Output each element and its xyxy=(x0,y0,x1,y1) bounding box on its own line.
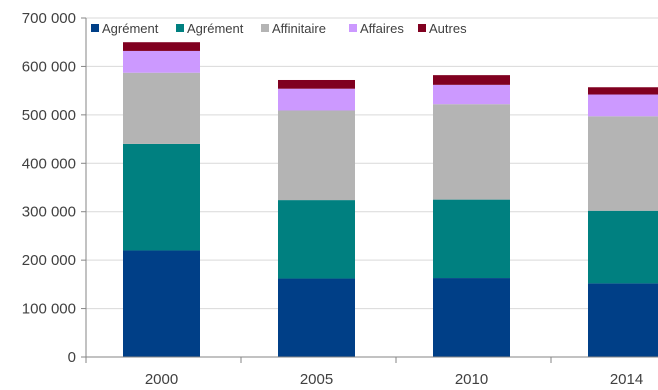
bar-segment-2010-4 xyxy=(433,75,510,85)
y-axis-ticks: 0 100 000 200 000 300 000 400 000 500 000 600 … xyxy=(22,10,86,366)
legend-swatch xyxy=(261,24,269,32)
y-tick-label: 600 000 xyxy=(22,58,76,75)
y-tick-label: 300 000 xyxy=(22,204,76,221)
y-tick-label: 500 000 xyxy=(22,107,76,124)
y-tick-label: 100 000 xyxy=(22,301,76,318)
legend: Agrément Agrément Affinitaire Affaires Autre… xyxy=(91,21,467,36)
legend-label: Autres xyxy=(429,21,467,36)
x-tick-label: 2000 xyxy=(145,371,178,388)
y-tick-label: 400 000 xyxy=(22,155,76,172)
bar-segment-2010-3 xyxy=(433,84,510,105)
y-tick-label: 200 000 xyxy=(22,252,76,269)
bar-segment-2005-1 xyxy=(278,200,355,279)
x-axis: 2000 2005 2010 2014 xyxy=(85,18,658,388)
bar-segment-2000-1 xyxy=(123,143,200,251)
bar-segment-2005-4 xyxy=(278,79,355,89)
bar-segment-2000-0 xyxy=(123,250,200,357)
legend-swatch xyxy=(176,24,184,32)
bar-segment-2005-0 xyxy=(278,278,355,357)
legend-label: Agrément xyxy=(187,21,244,36)
x-tick-label: 2010 xyxy=(455,371,488,388)
x-tick-label: 2014 xyxy=(610,371,643,388)
bar-segment-2014-0 xyxy=(588,283,658,357)
bar-segment-2014-4 xyxy=(588,87,658,95)
bar-segment-2014-3 xyxy=(588,94,658,117)
bar-segment-2014-2 xyxy=(588,116,658,211)
legend-label: Affaires xyxy=(360,21,404,36)
y-tick-label: 0 xyxy=(68,349,76,366)
legend-swatch xyxy=(91,24,99,32)
x-tick-label: 2005 xyxy=(300,371,333,388)
bar-segment-2005-2 xyxy=(278,110,355,201)
bar-segment-2000-2 xyxy=(123,72,200,144)
bar-segment-2000-3 xyxy=(123,50,200,73)
legend-swatch xyxy=(418,24,426,32)
bar-segment-2000-4 xyxy=(123,42,200,51)
y-tick-label: 700 000 xyxy=(22,10,76,27)
bar-segment-2014-1 xyxy=(588,210,658,284)
legend-label: Affinitaire xyxy=(272,21,326,36)
legend-label: Agrément xyxy=(102,21,159,36)
bar-segment-2010-0 xyxy=(433,278,510,357)
bar-segment-2010-1 xyxy=(433,199,510,279)
legend-swatch xyxy=(349,24,357,32)
bar-segment-2010-2 xyxy=(433,104,510,200)
bar-segment-2005-3 xyxy=(278,88,355,111)
bars xyxy=(123,42,658,357)
